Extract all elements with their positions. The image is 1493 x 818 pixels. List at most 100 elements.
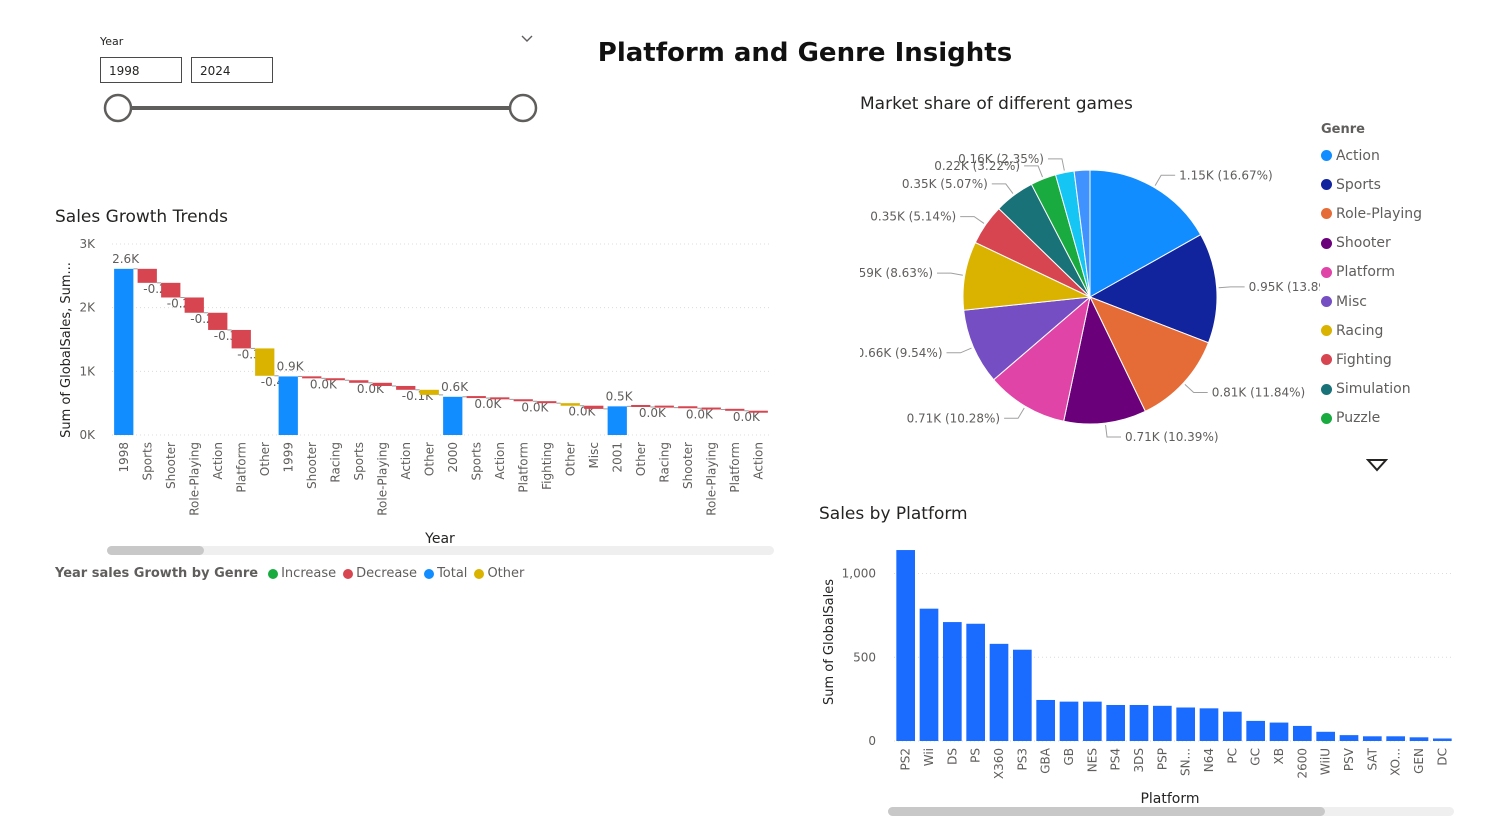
- waterfall-bar[interactable]: [678, 406, 698, 409]
- waterfall-bar[interactable]: [349, 380, 369, 383]
- platform-bar[interactable]: [1106, 704, 1125, 741]
- platform-bar[interactable]: [1036, 699, 1055, 741]
- legend-dot-icon: [1321, 150, 1332, 162]
- waterfall-bar[interactable]: [184, 297, 204, 313]
- legend-item-total[interactable]: Total: [424, 566, 467, 581]
- genre-legend-item[interactable]: Sports: [1321, 170, 1491, 199]
- waterfall-bar[interactable]: [513, 399, 533, 402]
- platform-bar[interactable]: [1409, 737, 1429, 741]
- slider-handle-start[interactable]: [103, 93, 133, 123]
- x-tick-label: XO...: [1389, 748, 1403, 776]
- waterfall-bar[interactable]: [654, 405, 674, 408]
- platform-bar[interactable]: [1013, 649, 1032, 741]
- waterfall-bar[interactable]: [701, 407, 721, 410]
- waterfall-bar[interactable]: [419, 389, 439, 395]
- pie-slice[interactable]: [963, 296, 1092, 381]
- genre-legend-item[interactable]: Simulation: [1321, 375, 1491, 404]
- genre-legend-item[interactable]: Shooter: [1321, 229, 1491, 258]
- waterfall-bar[interactable]: [302, 376, 322, 379]
- pie-slice[interactable]: [992, 295, 1091, 422]
- platform-bar[interactable]: [1176, 707, 1195, 742]
- year-from-input[interactable]: 1998: [100, 57, 182, 83]
- waterfall-bar[interactable]: [537, 401, 557, 404]
- waterfall-bar[interactable]: [372, 382, 392, 386]
- platform-bar[interactable]: [896, 550, 915, 741]
- platform-bar[interactable]: [1059, 701, 1079, 741]
- y-tick-label: 1,000: [842, 567, 876, 581]
- platform-bar[interactable]: [1363, 736, 1382, 741]
- x-tick-label: Wii: [922, 748, 936, 766]
- waterfall-bar[interactable]: [490, 397, 510, 400]
- legend-item-increase[interactable]: Increase: [268, 566, 336, 581]
- slider-handle-end[interactable]: [508, 93, 538, 123]
- pie-chart[interactable]: 1.15K (16.67%) 0.95K (13.89%) 0.81K (11.84…: [860, 125, 1320, 455]
- waterfall-bar[interactable]: [584, 405, 604, 409]
- legend-item-decrease[interactable]: Decrease: [343, 566, 417, 581]
- chevron-down-icon[interactable]: [520, 34, 534, 44]
- waterfall-bar[interactable]: [607, 406, 627, 435]
- waterfall-bar[interactable]: [231, 329, 251, 349]
- bar-scrollbar-thumb[interactable]: [888, 807, 1325, 816]
- pie-data-label: 0.95K (13.89%): [1249, 280, 1320, 294]
- waterfall-scrollbar[interactable]: [107, 546, 774, 555]
- year-range-slider[interactable]: [100, 92, 545, 126]
- x-tick-label: 1999: [281, 442, 295, 473]
- platform-bar[interactable]: [1433, 738, 1452, 741]
- platform-bar[interactable]: [1223, 711, 1242, 741]
- data-label: 0.0K: [310, 377, 338, 391]
- pie-slice[interactable]: [1088, 296, 1210, 412]
- platform-bar[interactable]: [1269, 722, 1289, 741]
- waterfall-bar[interactable]: [631, 404, 651, 407]
- platform-bar[interactable]: [1083, 701, 1102, 741]
- waterfall-chart[interactable]: 0K 1K 2K 3K Sum of GlobalSales, Sum... Year 2.…: [0, 230, 790, 550]
- x-tick-label: Action: [399, 442, 413, 480]
- genre-legend-item[interactable]: Role-Playing: [1321, 199, 1491, 228]
- genre-legend-item[interactable]: Fighting: [1321, 345, 1491, 374]
- pie-slice[interactable]: [1088, 234, 1218, 344]
- platform-bar[interactable]: [1129, 704, 1149, 741]
- waterfall-bar[interactable]: [208, 312, 228, 330]
- waterfall-bar[interactable]: [396, 385, 416, 390]
- platform-bar[interactable]: [1199, 708, 1219, 741]
- waterfall-bar[interactable]: [114, 268, 134, 435]
- platform-bar[interactable]: [1386, 736, 1405, 741]
- genre-legend-item[interactable]: Action: [1321, 141, 1491, 170]
- waterfall-bar[interactable]: [278, 376, 298, 435]
- waterfall-bar[interactable]: [325, 378, 345, 381]
- waterfall-bar[interactable]: [725, 408, 745, 411]
- x-tick-label: Shooter: [164, 442, 178, 489]
- platform-bar-chart[interactable]: 0 500 1,000 Sum of GlobalSales Platform PS2 Wi…: [810, 530, 1470, 812]
- waterfall-bar[interactable]: [443, 396, 463, 435]
- genre-legend-item[interactable]: Misc: [1321, 287, 1491, 316]
- waterfall-bar[interactable]: [255, 348, 275, 376]
- pie-data-label: 0.81K (11.84%): [1212, 386, 1306, 400]
- year-to-input[interactable]: 2024: [191, 57, 273, 83]
- pie-slice[interactable]: [1073, 169, 1091, 298]
- x-tick-label: Other: [258, 442, 272, 476]
- platform-bar[interactable]: [1153, 705, 1172, 741]
- platform-bar[interactable]: [1246, 720, 1265, 741]
- genre-legend-item[interactable]: Platform: [1321, 258, 1491, 287]
- genre-legend-item[interactable]: Puzzle: [1321, 404, 1491, 433]
- waterfall-bar[interactable]: [560, 403, 580, 406]
- bar-scrollbar[interactable]: [888, 807, 1454, 816]
- platform-bar[interactable]: [989, 643, 1009, 741]
- legend-item-other[interactable]: Other: [474, 566, 524, 581]
- pie-slice[interactable]: [1063, 295, 1146, 425]
- genre-legend-item[interactable]: Racing: [1321, 316, 1491, 345]
- pie-leader-line: [1024, 165, 1043, 178]
- waterfall-bar[interactable]: [748, 410, 768, 413]
- legend-scroll-down-icon[interactable]: [1366, 458, 1388, 472]
- platform-bar[interactable]: [919, 608, 939, 741]
- platform-bar[interactable]: [1339, 735, 1359, 741]
- platform-bar[interactable]: [1293, 725, 1312, 741]
- pie-slice[interactable]: [1089, 169, 1202, 298]
- platform-bar[interactable]: [943, 622, 962, 741]
- platform-bar[interactable]: [1316, 731, 1335, 741]
- waterfall-bar[interactable]: [137, 268, 157, 283]
- waterfall-scrollbar-thumb[interactable]: [107, 546, 204, 555]
- waterfall-bar[interactable]: [161, 282, 181, 298]
- legend-title: Year sales Growth by Genre: [55, 566, 259, 581]
- platform-bar[interactable]: [966, 623, 985, 741]
- waterfall-bar[interactable]: [466, 396, 486, 399]
